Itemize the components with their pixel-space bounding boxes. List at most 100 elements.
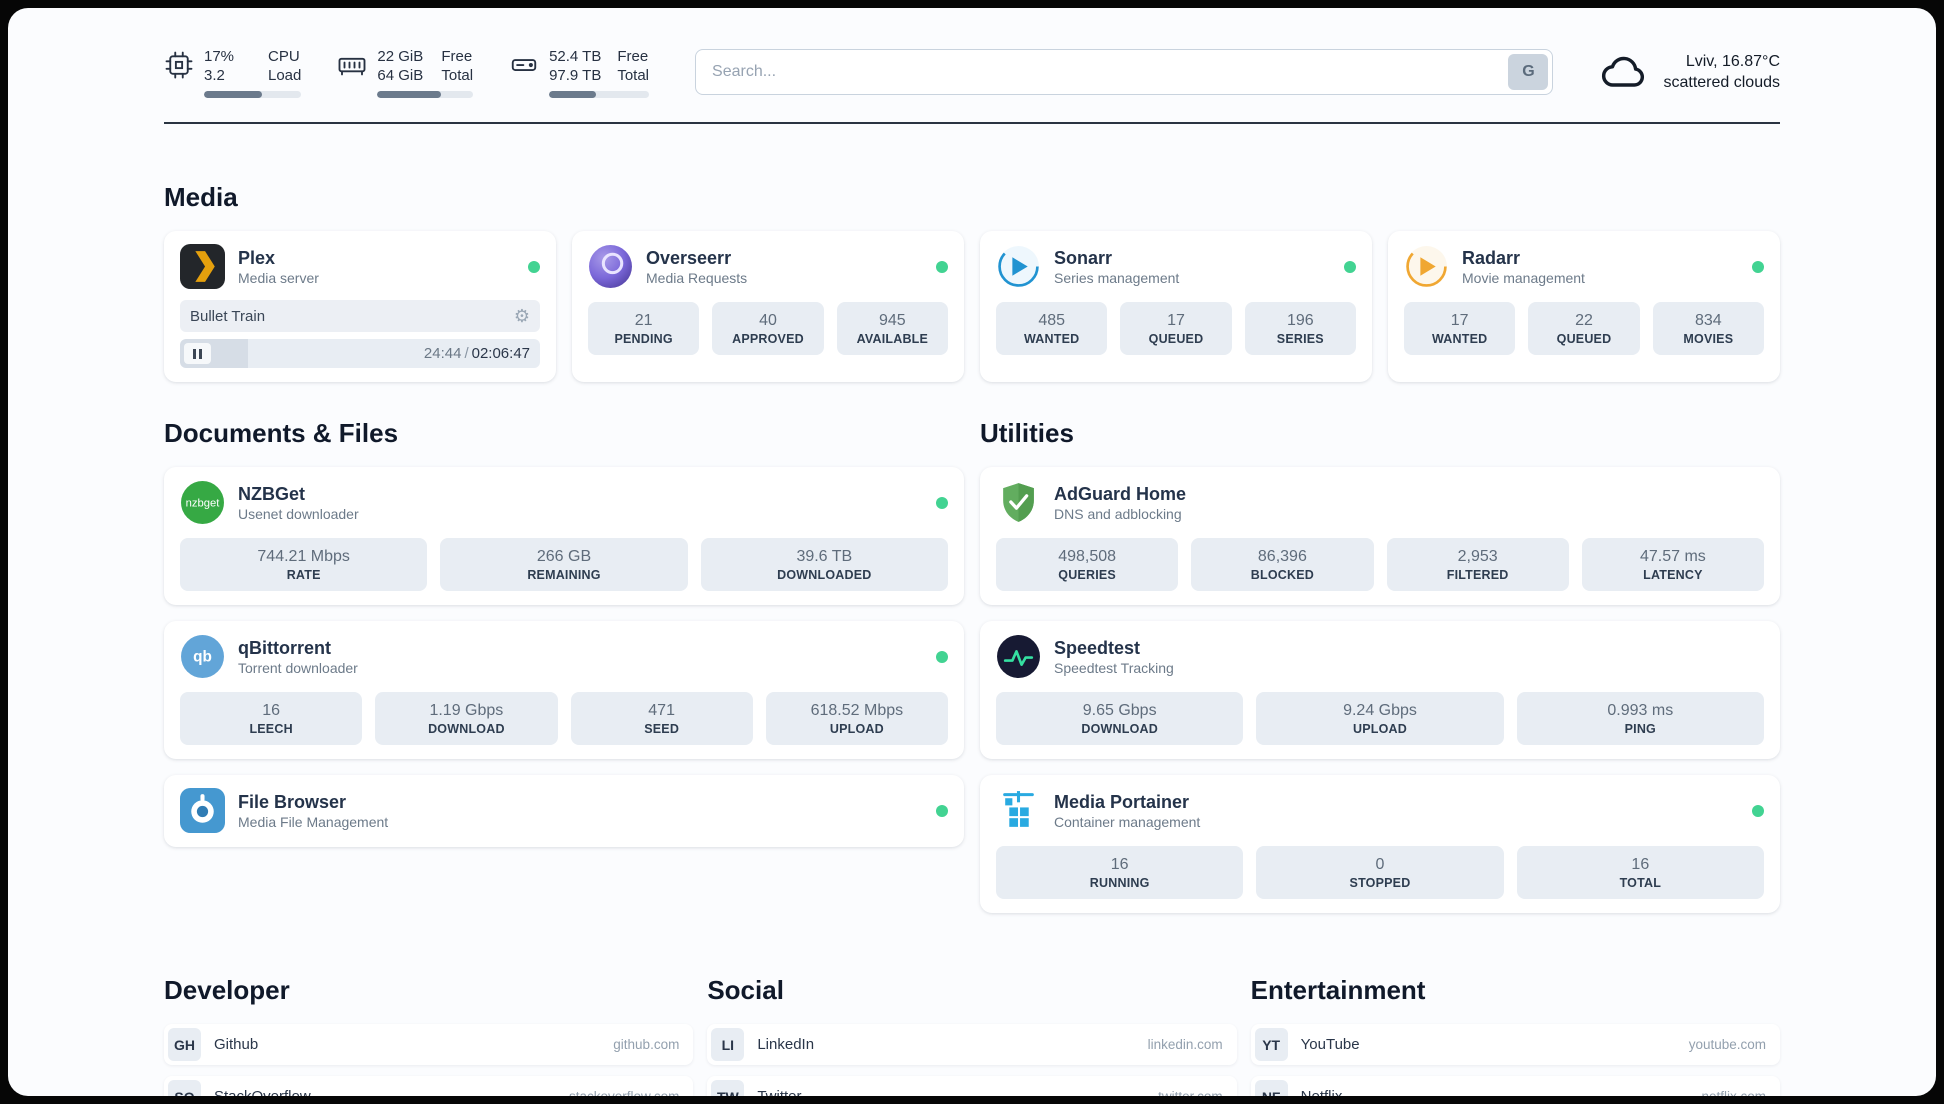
pause-button[interactable]: [184, 343, 211, 364]
bookmark-abbr: GH: [168, 1028, 201, 1061]
plex-card[interactable]: Plex Media server Bullet Train ⚙ 24:44/: [164, 231, 556, 382]
stat-value: 485: [1038, 312, 1066, 329]
bookmark-netflix[interactable]: NF Netflix netflix.com: [1250, 1076, 1780, 1096]
ram-free-value: 22 GiB: [377, 47, 424, 65]
cpu-label: CPU: [268, 47, 300, 65]
nzbget-icon: nzbget: [180, 480, 225, 525]
status-dot: [936, 496, 948, 509]
ram-icon: [337, 50, 367, 80]
media-section: Media Plex Media server: [164, 182, 1780, 382]
stat-label: DOWNLOADED: [777, 568, 872, 582]
stat-value: 21: [634, 312, 653, 329]
status-dot: [936, 260, 948, 273]
stat-box: 1.19 Gbps DOWNLOAD: [375, 692, 558, 745]
cpu-progress-track: [204, 90, 302, 98]
stat-box: 40 APPROVED: [712, 302, 824, 355]
developer-section: Developer GH Github github.com SO StackO…: [164, 975, 694, 1096]
stat-box: 834 MOVIES: [1652, 302, 1764, 355]
disk-progress-bar: [549, 90, 597, 98]
utilities-section: Utilities AdGuard Home DNS and: [980, 418, 1780, 929]
ram-total-value: 64 GiB: [377, 66, 424, 84]
adguard-card[interactable]: AdGuard Home DNS and adblocking 498,508 …: [980, 467, 1780, 605]
top-bar: 17% 3.2 CPU Load: [164, 46, 1780, 98]
stat-label: TOTAL: [1619, 876, 1662, 890]
app-name: Overseerr: [646, 247, 732, 268]
bookmark-abbr: LI: [711, 1028, 745, 1061]
search-input[interactable]: [695, 49, 1554, 95]
stat-value: 196: [1286, 312, 1314, 329]
stat-value: 17: [1450, 312, 1469, 329]
bookmark-linkedin[interactable]: LI LinkedIn linkedin.com: [707, 1024, 1237, 1065]
stat-value: 945: [878, 312, 906, 329]
playback-progress-bar[interactable]: 24:44/02:06:47: [180, 339, 540, 368]
stat-label: LEECH: [249, 722, 293, 736]
status-dot: [936, 650, 948, 663]
portainer-card[interactable]: Media Portainer Container management 16 …: [980, 775, 1780, 913]
dashboard-page: 17% 3.2 CPU Load: [8, 8, 1936, 1096]
section-title-developer: Developer: [164, 975, 290, 1005]
bookmark-name: LinkedIn: [757, 1036, 815, 1053]
bookmark-url: twitter.com: [1158, 1089, 1223, 1096]
stat-label: PING: [1624, 722, 1656, 736]
documents-section: Documents & Files nzbget NZBGet Usenet d…: [164, 418, 964, 863]
section-title-entertainment: Entertainment: [1250, 975, 1426, 1005]
header-divider: [164, 122, 1780, 124]
search-engine-button[interactable]: G: [1508, 54, 1549, 90]
status-dot: [1344, 260, 1356, 273]
speedtest-card[interactable]: Speedtest Speedtest Tracking 9.65 Gbps D…: [980, 621, 1780, 759]
stat-value: 17: [1167, 312, 1185, 329]
cpu-icon: [164, 50, 194, 80]
app-subtitle: DNS and adblocking: [1054, 505, 1182, 522]
nzbget-card[interactable]: nzbget NZBGet Usenet downloader 744.21 M…: [164, 467, 964, 605]
disk-progress-track: [549, 90, 650, 98]
stat-value: 9.65 Gbps: [1082, 702, 1157, 719]
stat-value: 2,953: [1457, 548, 1498, 565]
stat-box: 16 RUNNING: [996, 846, 1244, 899]
bookmark-url: youtube.com: [1688, 1037, 1766, 1052]
ram-metric: 22 GiB 64 GiB Free Total: [337, 47, 474, 98]
overseerr-card[interactable]: Overseerr Media Requests 21 PENDING 40 A…: [572, 231, 964, 382]
svg-text:qb: qb: [193, 649, 212, 666]
stat-box: 485 WANTED: [996, 302, 1108, 355]
speedtest-icon: [996, 634, 1041, 679]
sonarr-card[interactable]: Sonarr Series management 485 WANTED 17 Q…: [980, 231, 1372, 382]
weather-widget[interactable]: Lviv, 16.87°C scattered clouds: [1599, 46, 1780, 98]
stat-value: 0: [1375, 856, 1385, 873]
ram-progress-track: [377, 90, 474, 98]
stat-value: 1.19 Gbps: [429, 702, 504, 719]
filebrowser-card[interactable]: File Browser Media File Management: [164, 775, 964, 847]
stat-value: 16: [262, 702, 281, 719]
stat-label: FILTERED: [1446, 568, 1509, 582]
settings-icon[interactable]: ⚙: [513, 305, 530, 326]
status-dot: [528, 260, 540, 273]
bookmark-youtube[interactable]: YT YouTube youtube.com: [1250, 1024, 1780, 1065]
app-name: AdGuard Home: [1054, 483, 1187, 504]
app-name: Media Portainer: [1054, 791, 1190, 812]
stat-label: UPLOAD: [1353, 722, 1407, 736]
radarr-card[interactable]: Radarr Movie management 17 WANTED 22 QUE…: [1388, 231, 1780, 382]
qbittorrent-card[interactable]: qb qBittorrent Torrent downloader 16 LEE…: [164, 621, 964, 759]
stat-value: 9.24 Gbps: [1343, 702, 1417, 719]
stat-label: QUEUED: [1556, 332, 1612, 346]
stat-value: 86,396: [1257, 548, 1307, 565]
stat-box: 9.24 Gbps UPLOAD: [1256, 692, 1504, 745]
status-dot: [1752, 804, 1764, 817]
bookmark-name: Twitter: [757, 1088, 801, 1096]
bookmark-stackoverflow[interactable]: SO StackOverflow stackoverflow.com: [164, 1076, 694, 1096]
app-subtitle: Torrent downloader: [238, 659, 358, 676]
radarr-icon: [1404, 244, 1449, 289]
disk-total-value: 97.9 TB: [549, 66, 602, 84]
bookmark-twitter[interactable]: TW Twitter twitter.com: [707, 1076, 1237, 1096]
app-subtitle: Container management: [1054, 813, 1201, 830]
bookmark-name: YouTube: [1300, 1036, 1360, 1053]
stat-label: AVAILABLE: [856, 332, 929, 346]
ram-progress-bar: [377, 90, 441, 98]
disk-free-value: 52.4 TB: [549, 47, 602, 65]
disk-icon: [509, 50, 539, 80]
stat-box: 22 QUEUED: [1528, 302, 1640, 355]
cpu-progress-bar: [204, 90, 263, 98]
stat-label: SERIES: [1276, 332, 1324, 346]
bookmark-github[interactable]: GH Github github.com: [164, 1024, 694, 1065]
bookmark-url: netflix.com: [1701, 1089, 1766, 1096]
app-name: Radarr: [1462, 247, 1521, 268]
